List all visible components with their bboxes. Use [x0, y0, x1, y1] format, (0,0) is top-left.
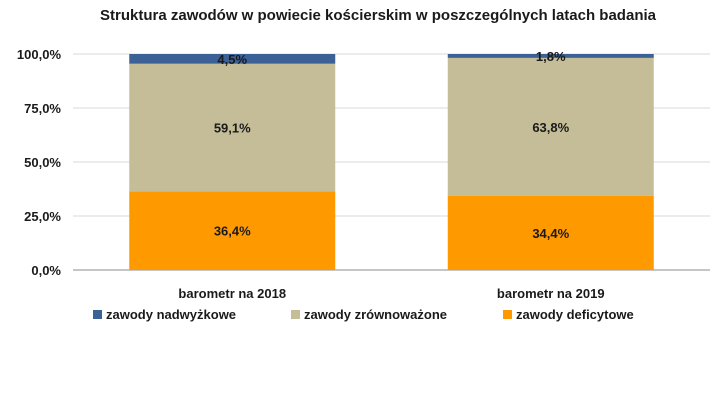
x-axis-categories: barometr na 2018 barometr na 2019	[178, 286, 604, 301]
data-label: 59,1%	[214, 121, 251, 136]
legend-label: zawody nadwyżkowe	[106, 307, 236, 322]
y-tick-label: 100,0%	[17, 47, 62, 62]
bar-segment	[447, 195, 654, 270]
data-label: 1,8%	[536, 49, 566, 64]
y-tick-label: 50,0%	[24, 155, 61, 170]
y-axis-ticks: 0,0% 25,0% 50,0% 75,0% 100,0%	[17, 47, 62, 278]
bar-segment	[129, 54, 336, 64]
y-tick-label: 0,0%	[31, 263, 61, 278]
bar-segment	[447, 54, 654, 58]
x-category-label: barometr na 2018	[178, 286, 286, 301]
legend-label: zawody deficytowe	[516, 307, 634, 322]
data-label: 34,4%	[532, 226, 569, 241]
x-category-label: barometr na 2019	[497, 286, 605, 301]
y-tick-label: 75,0%	[24, 101, 61, 116]
chart-title: Struktura zawodów w powiecie kościerskim…	[100, 7, 657, 24]
legend-swatch	[503, 310, 512, 319]
bar-segment	[129, 63, 336, 192]
data-label: 4,5%	[217, 52, 247, 67]
legend-label: zawody zrównoważone	[304, 307, 447, 322]
legend-swatch	[93, 310, 102, 319]
data-label: 63,8%	[532, 120, 569, 135]
legend-swatch	[291, 310, 300, 319]
data-label: 36,4%	[214, 224, 251, 239]
bars: 36,4% 59,1% 4,5% 34,4% 63,8% 1,8%	[129, 49, 654, 270]
legend: zawody nadwyżkowe zawody zrównoważone zawo…	[93, 307, 634, 322]
y-tick-label: 25,0%	[24, 209, 61, 224]
bar-segment	[129, 191, 336, 270]
bar-segment	[447, 57, 654, 196]
